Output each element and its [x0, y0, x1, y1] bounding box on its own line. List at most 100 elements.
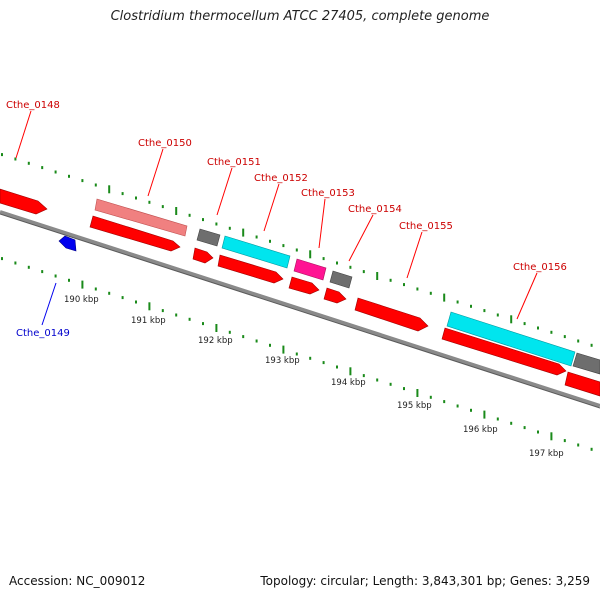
outer-tick [1, 153, 3, 157]
feature-grey-0157[interactable] [572, 352, 600, 375]
inner-tick [456, 404, 459, 408]
outer-tick [215, 222, 218, 226]
inner-tick [389, 382, 392, 386]
outer-tick [228, 226, 231, 230]
outer-tick [322, 257, 325, 261]
feature-cyan-0152[interactable] [221, 235, 291, 269]
outer-tick [336, 261, 338, 265]
inner-tick [202, 322, 204, 326]
outer-tick [537, 326, 539, 330]
cds-arrow-0155[interactable] [354, 297, 429, 332]
cds-arrow-0149[interactable] [58, 235, 77, 252]
cds-track [0, 188, 600, 397]
outer-tick [470, 304, 472, 308]
inner-tick [108, 291, 111, 295]
scale-label-192: 192 kbp [198, 336, 233, 346]
callout-line-0149 [41, 282, 57, 326]
inner-tick [443, 400, 446, 404]
gene-label-0149[interactable]: Cthe_0149 [16, 328, 70, 339]
outer-tick [255, 235, 258, 239]
inner-tick [416, 389, 419, 397]
feature-track [94, 198, 600, 375]
cds-arrow-0152[interactable] [217, 254, 284, 284]
inner-tick [41, 270, 44, 274]
callout-line-0155 [406, 231, 423, 279]
gene-label-0151[interactable]: Cthe_0151 [207, 157, 261, 168]
cds-arrow-0156[interactable] [441, 327, 567, 376]
outer-tick [161, 205, 164, 209]
outer-tick [27, 161, 30, 165]
outer-tick [496, 313, 499, 317]
feature-salmon-0150[interactable] [94, 198, 188, 237]
outer-tick [202, 218, 204, 222]
inner-tick [228, 330, 231, 334]
outer-tick [14, 157, 17, 161]
gene-label-0153[interactable]: Cthe_0153 [301, 188, 355, 199]
outer-tick [429, 291, 432, 295]
outer-tick [309, 250, 312, 259]
genome-backbone-shade [0, 213, 600, 409]
accession-text: Accession: NC_009012 [9, 574, 146, 588]
outer-tick [269, 239, 271, 243]
inner-tick [550, 432, 553, 441]
outer-tick [550, 330, 553, 334]
outer-tick [523, 322, 526, 326]
scale-labels: 190 kbp 191 kbp 192 kbp 193 kbp 194 kbp … [64, 295, 564, 459]
outer-tick [242, 228, 245, 237]
cds-arrow-0151[interactable] [192, 247, 214, 264]
outer-tick [41, 166, 44, 170]
outer-tick [590, 343, 593, 347]
inner-tick [242, 335, 245, 339]
inner-tick [27, 265, 30, 269]
inner-tick [54, 274, 57, 278]
feature-grey-0154[interactable] [329, 270, 353, 289]
gene-label-0148[interactable]: Cthe_0148 [6, 100, 60, 111]
outer-tick [403, 283, 405, 287]
inner-tick [403, 387, 405, 391]
outer-tick [121, 192, 124, 196]
cds-arrow-0153a[interactable] [288, 276, 320, 295]
outer-tick [443, 293, 446, 302]
inner-tick [349, 367, 352, 376]
gene-label-0154[interactable]: Cthe_0154 [348, 204, 402, 215]
inner-tick [188, 317, 191, 321]
cds-arrow-0148[interactable] [0, 188, 48, 215]
gene-label-0152[interactable]: Cthe_0152 [254, 173, 308, 184]
cds-arrow-0157[interactable] [564, 371, 600, 397]
outer-tick [577, 339, 580, 343]
inner-tick [81, 280, 84, 289]
gene-label-0155[interactable]: Cthe_0155 [399, 221, 453, 232]
outer-tick [94, 183, 97, 187]
outer-tick [54, 170, 57, 174]
feature-cyan-0156[interactable] [446, 311, 576, 367]
inner-tick [121, 296, 124, 300]
outer-tick-track [1, 153, 593, 347]
outer-tick [108, 185, 111, 194]
scale-label-193: 193 kbp [265, 356, 300, 366]
gene-label-0150[interactable]: Cthe_0150 [138, 138, 192, 149]
inner-tick [14, 261, 17, 265]
inner-tick [563, 439, 566, 443]
inner-tick [362, 374, 365, 378]
cds-arrow-0150[interactable] [89, 215, 181, 252]
feature-grey-0151[interactable] [196, 228, 221, 247]
feature-magenta-0153[interactable] [293, 258, 327, 281]
outer-tick [188, 213, 191, 217]
inner-tick [94, 287, 97, 291]
inner-tick [429, 395, 432, 399]
inner-tick [523, 426, 526, 430]
cds-arrow-0153b[interactable] [323, 287, 347, 304]
topology-text: Topology: circular; Length: 3,843,301 bp… [260, 574, 590, 588]
inner-tick [269, 343, 271, 347]
inner-tick [577, 443, 580, 447]
inner-tick [68, 278, 70, 282]
scale-label-191: 191 kbp [131, 316, 166, 326]
gene-label-0156[interactable]: Cthe_0156 [513, 262, 567, 273]
inner-tick [215, 324, 218, 332]
inner-tick [135, 300, 137, 304]
inner-tick [148, 302, 151, 311]
inner-tick [510, 421, 513, 425]
scale-label-194: 194 kbp [331, 378, 366, 388]
inner-tick [336, 365, 338, 369]
outer-tick [510, 315, 513, 324]
